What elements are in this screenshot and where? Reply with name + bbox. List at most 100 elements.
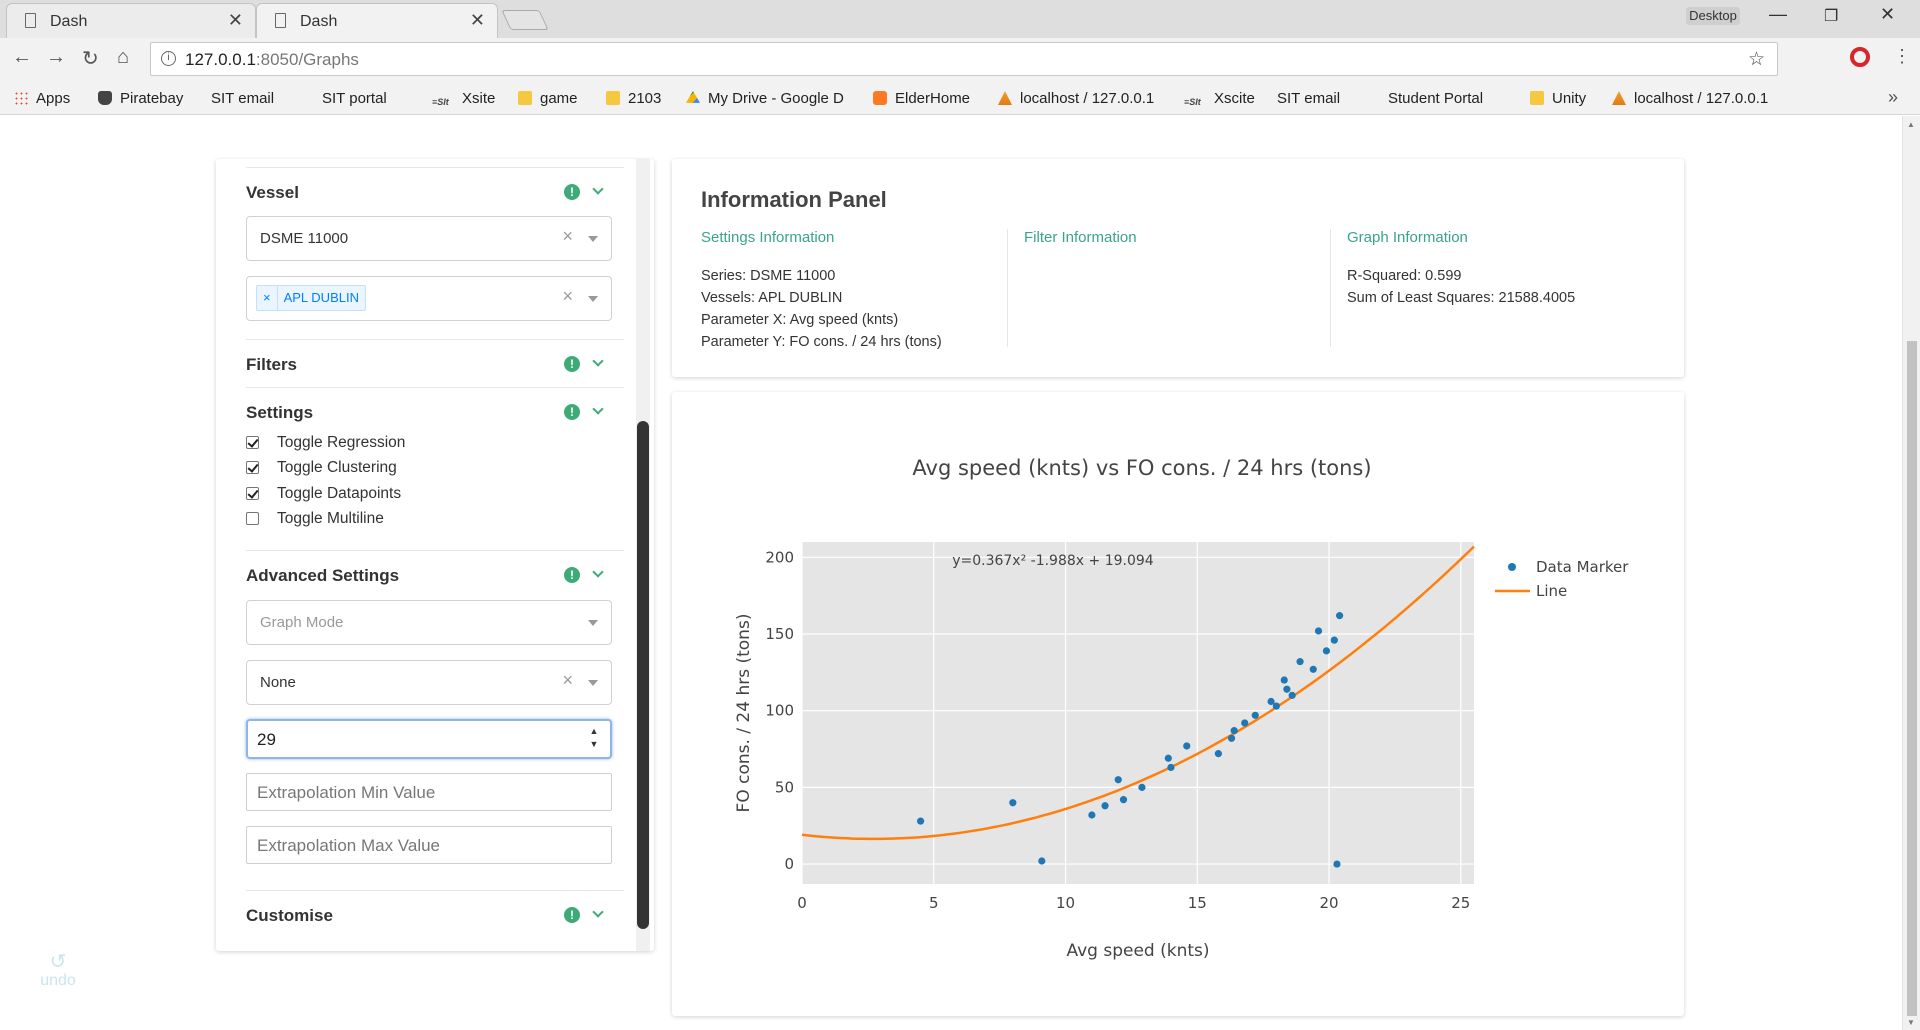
data-point[interactable] bbox=[1330, 636, 1338, 644]
bookmark-elderhome[interactable]: ElderHome bbox=[873, 90, 970, 107]
bookmark-piratebay[interactable]: Piratebay bbox=[98, 90, 183, 107]
chevron-down-icon[interactable] bbox=[592, 355, 604, 367]
restore-icon[interactable]: ❐ bbox=[1824, 8, 1839, 25]
browser-tab[interactable]: Dash ✕ bbox=[6, 3, 256, 38]
opera-extension-icon[interactable] bbox=[1850, 47, 1870, 67]
browser-menu-icon[interactable]: ⋮ bbox=[1893, 46, 1911, 66]
spinner-icon[interactable]: ▲ ▼ bbox=[589, 726, 599, 749]
bookmarks-overflow-icon[interactable]: » bbox=[1887, 87, 1898, 107]
bookmark-my-drive[interactable]: My Drive - Google D bbox=[686, 90, 844, 107]
data-point[interactable] bbox=[1227, 734, 1236, 742]
data-point[interactable] bbox=[1280, 676, 1288, 684]
extrapolation-min-input[interactable]: Extrapolation Min Value bbox=[246, 773, 612, 811]
data-point[interactable] bbox=[1038, 857, 1046, 865]
window-close-icon[interactable]: ✕ bbox=[1880, 4, 1896, 24]
data-point[interactable] bbox=[1119, 796, 1128, 804]
toggle-clustering-checkbox[interactable]: Toggle Clustering bbox=[246, 459, 397, 477]
bookmark-student-portal[interactable]: Student Portal bbox=[1388, 90, 1483, 221]
checkbox-checked[interactable] bbox=[246, 487, 259, 500]
bookmark-sit-portal[interactable]: SIT portal bbox=[322, 90, 387, 221]
data-point[interactable] bbox=[1114, 776, 1122, 784]
legend-label[interactable]: Data Marker bbox=[1536, 558, 1629, 576]
checkbox-checked[interactable] bbox=[246, 436, 259, 449]
info-icon[interactable]: ! bbox=[564, 356, 580, 372]
series-dropdown[interactable]: DSME 11000 × bbox=[246, 216, 612, 261]
chart-legend[interactable]: Data Marker Line bbox=[1495, 558, 1629, 600]
info-icon[interactable]: ! bbox=[564, 404, 580, 420]
checkbox-unchecked[interactable] bbox=[246, 512, 259, 525]
bookmark-game[interactable]: game bbox=[518, 90, 578, 107]
data-point[interactable] bbox=[1336, 612, 1344, 620]
data-point[interactable] bbox=[1283, 685, 1291, 693]
bookmark-unity[interactable]: Unity bbox=[1530, 90, 1586, 107]
info-icon[interactable]: ! bbox=[564, 907, 580, 923]
page-scrollbar[interactable]: ▲ ▼ bbox=[1902, 116, 1920, 1030]
chevron-down-icon[interactable] bbox=[592, 403, 604, 415]
forward-icon[interactable]: → bbox=[46, 46, 66, 68]
bookmark-star-icon[interactable]: ☆ bbox=[1747, 49, 1765, 70]
vessels-multiselect[interactable]: × APL DUBLIN × bbox=[246, 276, 612, 321]
bookmark-apps[interactable]: Apps bbox=[14, 90, 70, 107]
minimize-icon[interactable]: — bbox=[1769, 4, 1787, 24]
scrollbar-thumb[interactable] bbox=[637, 421, 649, 929]
data-point[interactable] bbox=[1322, 647, 1331, 655]
data-point[interactable] bbox=[1214, 750, 1222, 758]
info-icon[interactable]: ! bbox=[564, 184, 580, 200]
checkbox-checked[interactable] bbox=[246, 461, 259, 474]
chevron-down-icon[interactable] bbox=[592, 906, 604, 918]
legend-label[interactable]: Line bbox=[1536, 582, 1567, 600]
bookmark-sit-email-2[interactable]: SIT email bbox=[1277, 90, 1340, 221]
bookmark-sit-email[interactable]: SIT email bbox=[211, 90, 274, 221]
data-point[interactable] bbox=[1230, 727, 1238, 735]
remove-tag-icon[interactable]: × bbox=[257, 286, 278, 310]
graph-mode-dropdown[interactable]: Graph Mode bbox=[246, 600, 612, 645]
data-point[interactable] bbox=[1183, 742, 1191, 750]
extrapolation-max-input[interactable]: Extrapolation Max Value bbox=[246, 826, 612, 864]
scrollbar-thumb[interactable] bbox=[1907, 341, 1917, 1016]
close-tab-icon[interactable]: ✕ bbox=[227, 10, 243, 30]
home-icon[interactable]: ⌂ bbox=[117, 46, 130, 68]
data-point[interactable] bbox=[1164, 754, 1172, 762]
bookmark-localhost-2[interactable]: localhost / 127.0.0.1 bbox=[1612, 90, 1768, 107]
data-point[interactable] bbox=[1009, 799, 1017, 807]
chevron-down-icon[interactable] bbox=[592, 183, 604, 195]
browser-tab-active[interactable]: Dash ✕ bbox=[256, 3, 498, 38]
data-point[interactable] bbox=[1267, 697, 1275, 706]
dropdown-arrow-icon[interactable] bbox=[588, 236, 598, 242]
back-icon[interactable]: ← bbox=[12, 46, 32, 68]
undo-button[interactable]: ↺ undo bbox=[36, 952, 80, 992]
control-panel-scrollbar[interactable] bbox=[636, 159, 650, 951]
toggle-regression-checkbox[interactable]: Toggle Regression bbox=[246, 434, 405, 452]
address-bar[interactable]: i 127.0.0.1:8050/Graphs ☆ bbox=[150, 42, 1778, 76]
scatter-chart[interactable]: Avg speed (knts) vs FO cons. / 24 hrs (t… bbox=[672, 392, 1684, 1016]
info-icon[interactable]: ! bbox=[564, 567, 580, 583]
toggle-multiline-checkbox[interactable]: Toggle Multiline bbox=[246, 510, 384, 528]
bookmark-2103[interactable]: 2103 bbox=[606, 90, 661, 107]
data-point[interactable] bbox=[1333, 860, 1341, 868]
data-point[interactable] bbox=[1288, 691, 1296, 699]
close-tab-icon[interactable]: ✕ bbox=[469, 10, 485, 30]
data-point[interactable] bbox=[1272, 702, 1280, 710]
bookmark-localhost[interactable]: localhost / 127.0.0.1 bbox=[998, 90, 1154, 107]
clear-icon[interactable]: × bbox=[562, 670, 573, 690]
new-tab-button[interactable] bbox=[501, 10, 549, 30]
data-point[interactable] bbox=[1088, 811, 1096, 819]
data-point[interactable] bbox=[1101, 802, 1109, 810]
data-point[interactable] bbox=[916, 817, 925, 825]
scroll-up-icon[interactable]: ▲ bbox=[1907, 120, 1915, 129]
reload-icon[interactable]: ↻ bbox=[82, 48, 99, 70]
clear-icon[interactable]: × bbox=[562, 226, 573, 246]
bookmark-xsite[interactable]: ≡SIt Xsite bbox=[432, 90, 496, 107]
toggle-datapoints-checkbox[interactable]: Toggle Datapoints bbox=[246, 485, 401, 503]
clear-icon[interactable]: × bbox=[562, 286, 573, 306]
regression-line[interactable] bbox=[801, 545, 1475, 841]
data-point[interactable] bbox=[1167, 763, 1175, 772]
data-point[interactable] bbox=[1251, 711, 1259, 719]
site-info-icon[interactable]: i bbox=[161, 51, 176, 66]
data-point[interactable] bbox=[1241, 719, 1249, 727]
bookmark-xscite[interactable]: ≡SIt Xscite bbox=[1184, 90, 1255, 107]
dropdown-arrow-icon[interactable] bbox=[588, 620, 598, 626]
data-point[interactable] bbox=[1296, 658, 1304, 666]
data-point[interactable] bbox=[1314, 627, 1323, 635]
scroll-down-icon[interactable]: ▼ bbox=[1907, 1018, 1915, 1027]
